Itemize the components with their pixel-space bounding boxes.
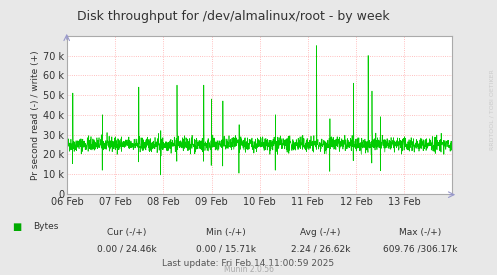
Text: 2.24 / 26.62k: 2.24 / 26.62k: [291, 244, 350, 253]
Text: ■: ■: [12, 222, 22, 232]
Text: Last update: Fri Feb 14 11:00:59 2025: Last update: Fri Feb 14 11:00:59 2025: [163, 259, 334, 268]
Text: Min (-/+): Min (-/+): [206, 228, 246, 237]
Y-axis label: Pr second read (-) / write (+): Pr second read (-) / write (+): [31, 50, 40, 180]
Text: Max (-/+): Max (-/+): [399, 228, 441, 237]
Text: 0.00 / 15.71k: 0.00 / 15.71k: [196, 244, 256, 253]
Text: Disk throughput for /dev/almalinux/root - by week: Disk throughput for /dev/almalinux/root …: [77, 10, 390, 23]
Text: Cur (-/+): Cur (-/+): [107, 228, 147, 237]
Text: Avg (-/+): Avg (-/+): [300, 228, 341, 237]
Text: Munin 2.0.56: Munin 2.0.56: [224, 265, 273, 274]
Text: 609.76 /306.17k: 609.76 /306.17k: [383, 244, 457, 253]
Text: RRDTOOL / TOBI OETIKER: RRDTOOL / TOBI OETIKER: [490, 70, 495, 150]
Text: 0.00 / 24.46k: 0.00 / 24.46k: [97, 244, 157, 253]
Text: Bytes: Bytes: [33, 222, 59, 231]
